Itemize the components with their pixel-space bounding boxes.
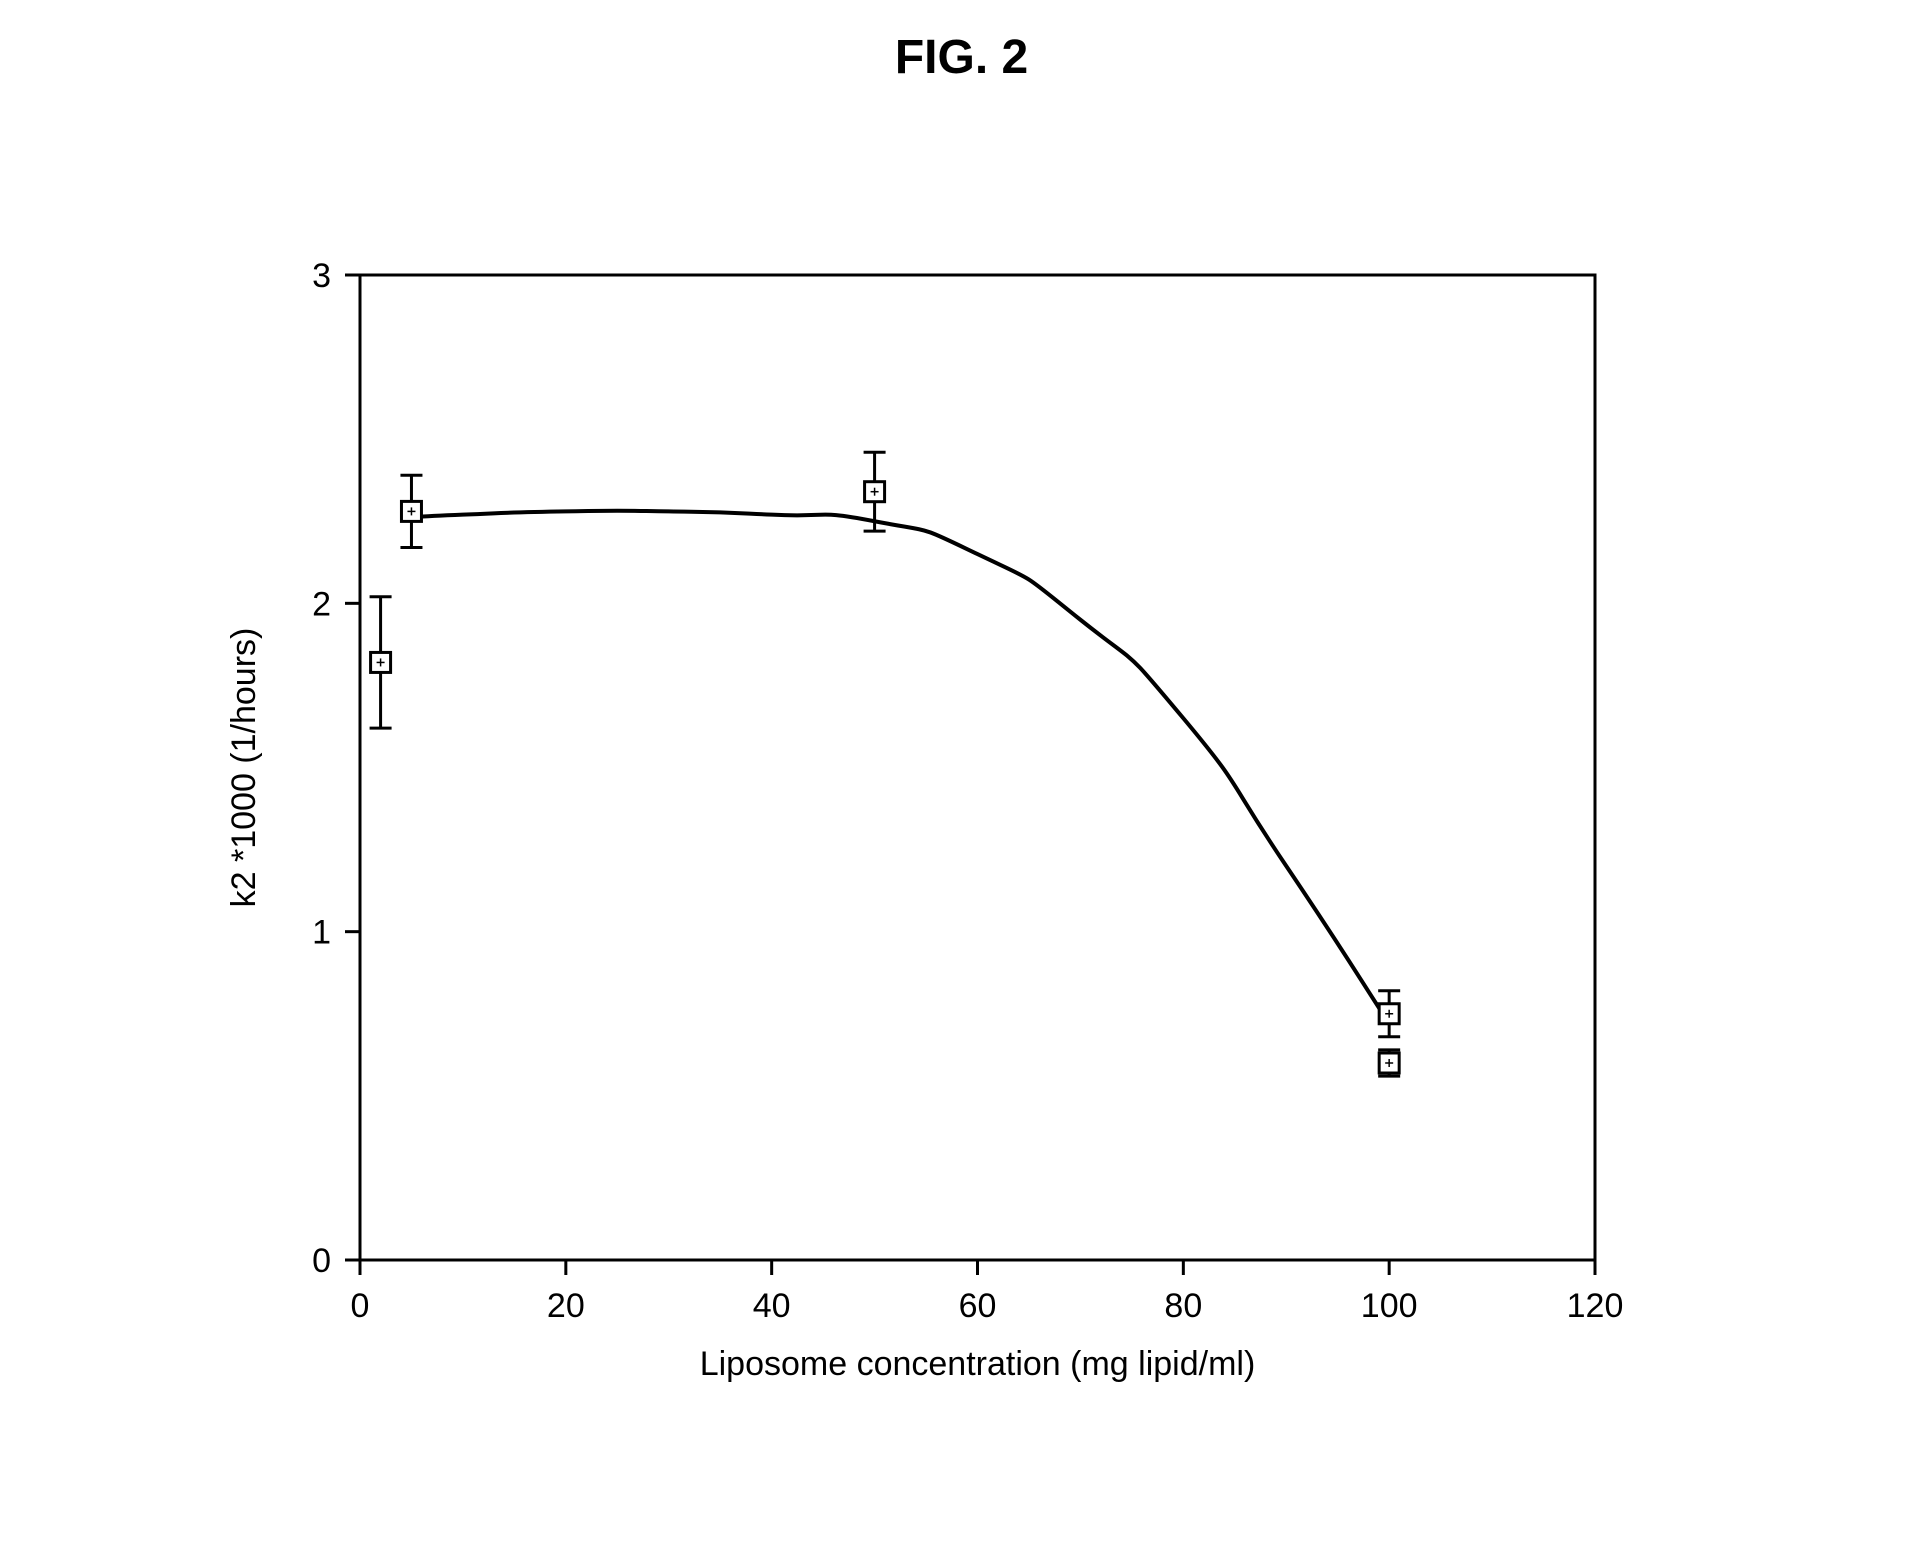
svg-text:Liposome concentration (mg lip: Liposome concentration (mg lipid/ml) xyxy=(700,1345,1256,1383)
svg-text:100: 100 xyxy=(1361,1287,1418,1325)
svg-text:1: 1 xyxy=(312,914,331,952)
svg-text:40: 40 xyxy=(753,1287,791,1325)
svg-text:k2 *1000 (1/hours): k2 *1000 (1/hours) xyxy=(225,628,263,908)
svg-text:0: 0 xyxy=(312,1242,331,1280)
page-container: FIG. 2 0204060801001200123Liposome conce… xyxy=(0,0,1923,1568)
svg-text:3: 3 xyxy=(312,257,331,295)
svg-text:60: 60 xyxy=(959,1287,997,1325)
svg-text:20: 20 xyxy=(547,1287,585,1325)
svg-text:80: 80 xyxy=(1164,1287,1202,1325)
svg-text:0: 0 xyxy=(351,1287,370,1325)
svg-text:2: 2 xyxy=(312,585,331,623)
svg-text:120: 120 xyxy=(1567,1287,1624,1325)
chart-svg: 0 20 40 60 80 100 120 0 1 2 3 Liposome concentratio… xyxy=(0,0,1923,1568)
